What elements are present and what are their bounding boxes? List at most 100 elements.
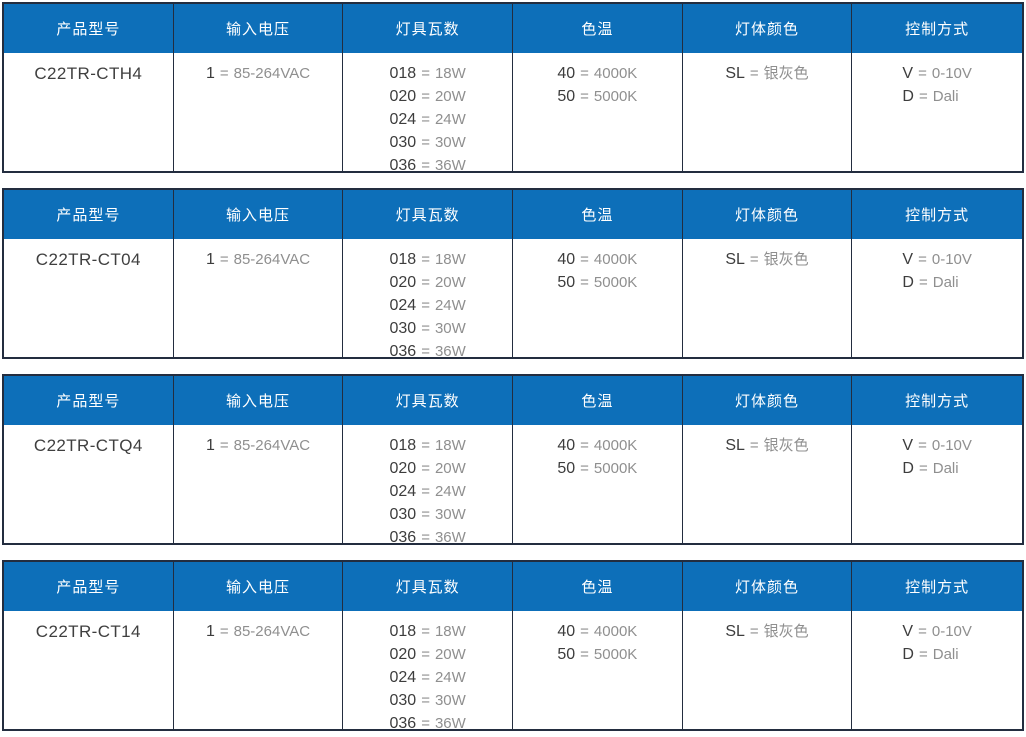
option-value: 银灰色 — [763, 437, 809, 454]
option-pair: 40 = 4000K — [557, 248, 637, 271]
option-code: SL — [725, 437, 745, 454]
spec-table-c22tr-cth4: 产品型号 输入电压 灯具瓦数 色温 灯体颜色 控制方式 C22TR-CTH4 1… — [2, 2, 1024, 173]
header-control-method: 控制方式 — [905, 21, 970, 38]
option-pair: 50 = 5000K — [557, 643, 637, 666]
option-value: 24W — [434, 111, 466, 128]
option-code: 030 — [389, 692, 417, 709]
table-header-row: 产品型号 输入电压 灯具瓦数 色温 灯体颜色 控制方式 — [4, 562, 1022, 611]
equals-sign: = — [421, 623, 430, 640]
model-number: C22TR-CT14 — [35, 622, 141, 641]
option-code: SL — [725, 65, 745, 82]
option-code: 024 — [389, 483, 417, 500]
equals-sign: = — [421, 529, 430, 543]
cell-control-method: V = 0-10V D = Dali — [852, 239, 1022, 357]
option-code: 50 — [557, 274, 576, 291]
voltage-options: 1 = 85-264VAC — [206, 620, 310, 643]
option-value: 0-10V — [931, 65, 972, 82]
option-value: 5000K — [593, 88, 638, 105]
cct-options: 40 = 4000K 50 = 5000K — [557, 248, 637, 294]
option-code: 024 — [389, 297, 417, 314]
equals-sign: = — [749, 623, 759, 640]
option-pair: 020 = 20W — [390, 271, 466, 294]
equals-sign: = — [421, 460, 430, 477]
option-code: 018 — [389, 251, 417, 268]
option-pair: 1 = 85-264VAC — [206, 434, 310, 457]
option-value: 20W — [434, 274, 466, 291]
option-code: 030 — [389, 506, 417, 523]
equals-sign: = — [580, 88, 589, 105]
cell-input-voltage: 1 = 85-264VAC — [174, 611, 344, 729]
header-lamp-wattage: 灯具瓦数 — [343, 562, 513, 611]
option-code: 020 — [389, 460, 417, 477]
option-pair: D = Dali — [902, 457, 971, 480]
table-header-row: 产品型号 输入电压 灯具瓦数 色温 灯体颜色 控制方式 — [4, 4, 1022, 53]
option-pair: 018 = 18W — [390, 62, 466, 85]
option-code: V — [902, 65, 914, 82]
equals-sign: = — [918, 623, 927, 640]
equals-sign: = — [421, 343, 430, 357]
option-value: 24W — [434, 669, 466, 686]
header-lamp-wattage: 灯具瓦数 — [343, 190, 513, 239]
option-value: 85-264VAC — [233, 65, 311, 82]
equals-sign: = — [421, 437, 430, 454]
cell-lamp-wattage: 018 = 18W 020 = 20W 024 = 24W 030 = 30W 036 = 36W — [343, 239, 513, 357]
option-value: 5000K — [593, 646, 638, 663]
equals-sign: = — [421, 669, 430, 686]
equals-sign: = — [918, 460, 928, 477]
option-pair: 1 = 85-264VAC — [206, 248, 310, 271]
option-code: 024 — [389, 111, 417, 128]
option-pair: 40 = 4000K — [557, 62, 637, 85]
option-pair: V = 0-10V — [902, 620, 971, 643]
equals-sign: = — [749, 437, 759, 454]
option-pair: V = 0-10V — [902, 62, 971, 85]
equals-sign: = — [219, 623, 229, 640]
header-color-temp: 色温 — [513, 376, 683, 425]
option-value: 36W — [434, 715, 466, 729]
header-input-voltage: 输入电压 — [174, 562, 344, 611]
option-code: V — [902, 623, 914, 640]
option-pair: D = Dali — [902, 85, 971, 108]
option-value: 0-10V — [931, 251, 972, 268]
equals-sign: = — [749, 251, 759, 268]
option-value: 30W — [434, 692, 466, 709]
option-pair: D = Dali — [902, 271, 971, 294]
option-pair: 50 = 5000K — [557, 85, 637, 108]
equals-sign: = — [918, 646, 928, 663]
option-pair: 030 = 30W — [390, 317, 466, 340]
cell-control-method: V = 0-10V D = Dali — [852, 53, 1022, 171]
control-options: V = 0-10V D = Dali — [902, 620, 971, 666]
cell-color-temp: 40 = 4000K 50 = 5000K — [513, 611, 683, 729]
cell-lamp-wattage: 018 = 18W 020 = 20W 024 = 24W 030 = 30W 036 = 36W — [343, 425, 513, 543]
header-color-temp: 色温 — [513, 190, 683, 239]
option-value: 30W — [434, 134, 466, 151]
equals-sign: = — [421, 646, 430, 663]
option-code: D — [902, 88, 914, 105]
option-code: 036 — [389, 343, 417, 357]
spec-table-c22tr-ct14: 产品型号 输入电压 灯具瓦数 色温 灯体颜色 控制方式 C22TR-CT14 1… — [2, 560, 1024, 731]
control-options: V = 0-10V D = Dali — [902, 62, 971, 108]
wattage-options: 018 = 18W 020 = 20W 024 = 24W 030 = 30W 036 = 36W — [390, 434, 466, 543]
header-lamp-wattage: 灯具瓦数 — [343, 4, 513, 53]
spec-table-c22tr-ctq4: 产品型号 输入电压 灯具瓦数 色温 灯体颜色 控制方式 C22TR-CTQ4 1… — [2, 374, 1024, 545]
table-body-row: C22TR-CTH4 1 = 85-264VAC 018 = 18W 020 = 20W 024… — [4, 53, 1022, 171]
option-value: 4000K — [593, 65, 638, 82]
option-value: Dali — [932, 88, 959, 105]
option-code: 40 — [557, 65, 576, 82]
equals-sign: = — [580, 437, 589, 454]
option-pair: 024 = 24W — [390, 666, 466, 689]
option-pair: 50 = 5000K — [557, 457, 637, 480]
equals-sign: = — [219, 65, 229, 82]
option-code: 1 — [205, 251, 215, 268]
option-value: 85-264VAC — [233, 437, 311, 454]
option-code: 1 — [205, 437, 215, 454]
equals-sign: = — [421, 111, 430, 128]
option-pair: SL = 银灰色 — [725, 248, 808, 271]
cell-product-model: C22TR-CT14 — [4, 611, 174, 729]
equals-sign: = — [421, 88, 430, 105]
model-number: C22TR-CTH4 — [34, 64, 143, 83]
option-value: 36W — [434, 157, 466, 171]
option-value: 18W — [434, 251, 466, 268]
cct-options: 40 = 4000K 50 = 5000K — [557, 620, 637, 666]
cell-color-temp: 40 = 4000K 50 = 5000K — [513, 239, 683, 357]
option-value: 30W — [434, 320, 466, 337]
